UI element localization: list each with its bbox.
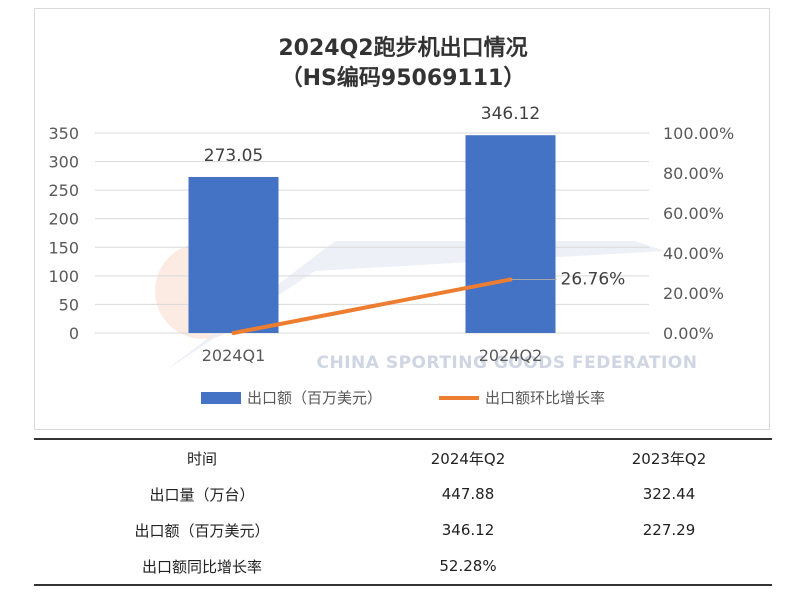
- chart-title: （HS编码95069111）: [281, 65, 526, 91]
- bar-data-label: 273.05: [204, 146, 263, 166]
- watermark-text: CHINA SPORTING GOODS FEDERATION: [317, 353, 698, 373]
- header-time: 时间: [186, 449, 217, 468]
- bar: [465, 135, 556, 333]
- chart-svg: CHINA SPORTING GOODS FEDERATION 273.05 34…: [48, 35, 734, 407]
- header-2023q2: 2023年Q2: [631, 449, 707, 468]
- table-row: 出口额（百万美元） 346.12 227.29: [34, 512, 772, 548]
- bar-data-label: 346.12: [481, 104, 540, 124]
- y-right-tick-label: 0.00%: [663, 324, 714, 343]
- header-2024q2: 2024年Q2: [430, 449, 506, 468]
- row-label: 出口额同比增长率: [141, 557, 262, 576]
- x-tick-label: 2024Q1: [202, 346, 266, 365]
- y-left-tick-label: 300: [48, 153, 79, 172]
- legend-label-bar: 出口额（百万美元）: [247, 389, 382, 407]
- row-value-2024q2: 447.88: [441, 485, 495, 503]
- table-header-row: 时间 2024年Q2 2023年Q2: [34, 440, 772, 476]
- y-right-tick-label: 100.00%: [663, 124, 734, 143]
- row-value-2024q2: 346.12: [441, 521, 495, 539]
- table-row: 出口额同比增长率 52.28%: [34, 548, 772, 584]
- row-value-2024q2: 52.28%: [439, 557, 497, 575]
- legend-label-line: 出口额环比增长率: [485, 389, 605, 407]
- row-label: 出口额（百万美元）: [134, 521, 270, 540]
- data-table: 时间 2024年Q2 2023年Q2 出口量（万台） 447.88 322.44…: [34, 438, 772, 586]
- line-series: [231, 277, 513, 335]
- row-value-2023q2: 227.29: [642, 521, 696, 539]
- y-left-tick-label: 100: [48, 267, 79, 286]
- chart-title: 2024Q2跑步机出口情况: [278, 35, 527, 61]
- y-left-tick-label: 0: [69, 324, 79, 343]
- y-right-tick-label: 80.00%: [663, 164, 724, 183]
- y-left-tick-label: 250: [48, 181, 79, 200]
- table-bottom-rule: [34, 584, 772, 586]
- y-left-tick-label: 50: [59, 295, 79, 314]
- y-left-tick-label: 350: [48, 124, 79, 143]
- chart-frame: CHINA SPORTING GOODS FEDERATION 273.05 34…: [34, 8, 770, 430]
- y-right-tick-label: 40.00%: [663, 244, 724, 263]
- legend-swatch-bar: [201, 392, 241, 404]
- y-left-tick-label: 200: [48, 210, 79, 229]
- table-top-rule: [34, 438, 772, 440]
- bar: [188, 176, 279, 333]
- line-data-label: 26.76%: [561, 269, 626, 289]
- row-label: 出口量（万台）: [149, 485, 255, 504]
- row-value-2023q2: 322.44: [642, 485, 696, 503]
- table-row: 出口量（万台） 447.88 322.44: [34, 476, 772, 512]
- x-tick-label: 2024Q2: [479, 346, 543, 365]
- y-left-tick-label: 150: [48, 238, 79, 257]
- y-right-tick-label: 20.00%: [663, 284, 724, 303]
- y-right-tick-label: 60.00%: [663, 204, 724, 223]
